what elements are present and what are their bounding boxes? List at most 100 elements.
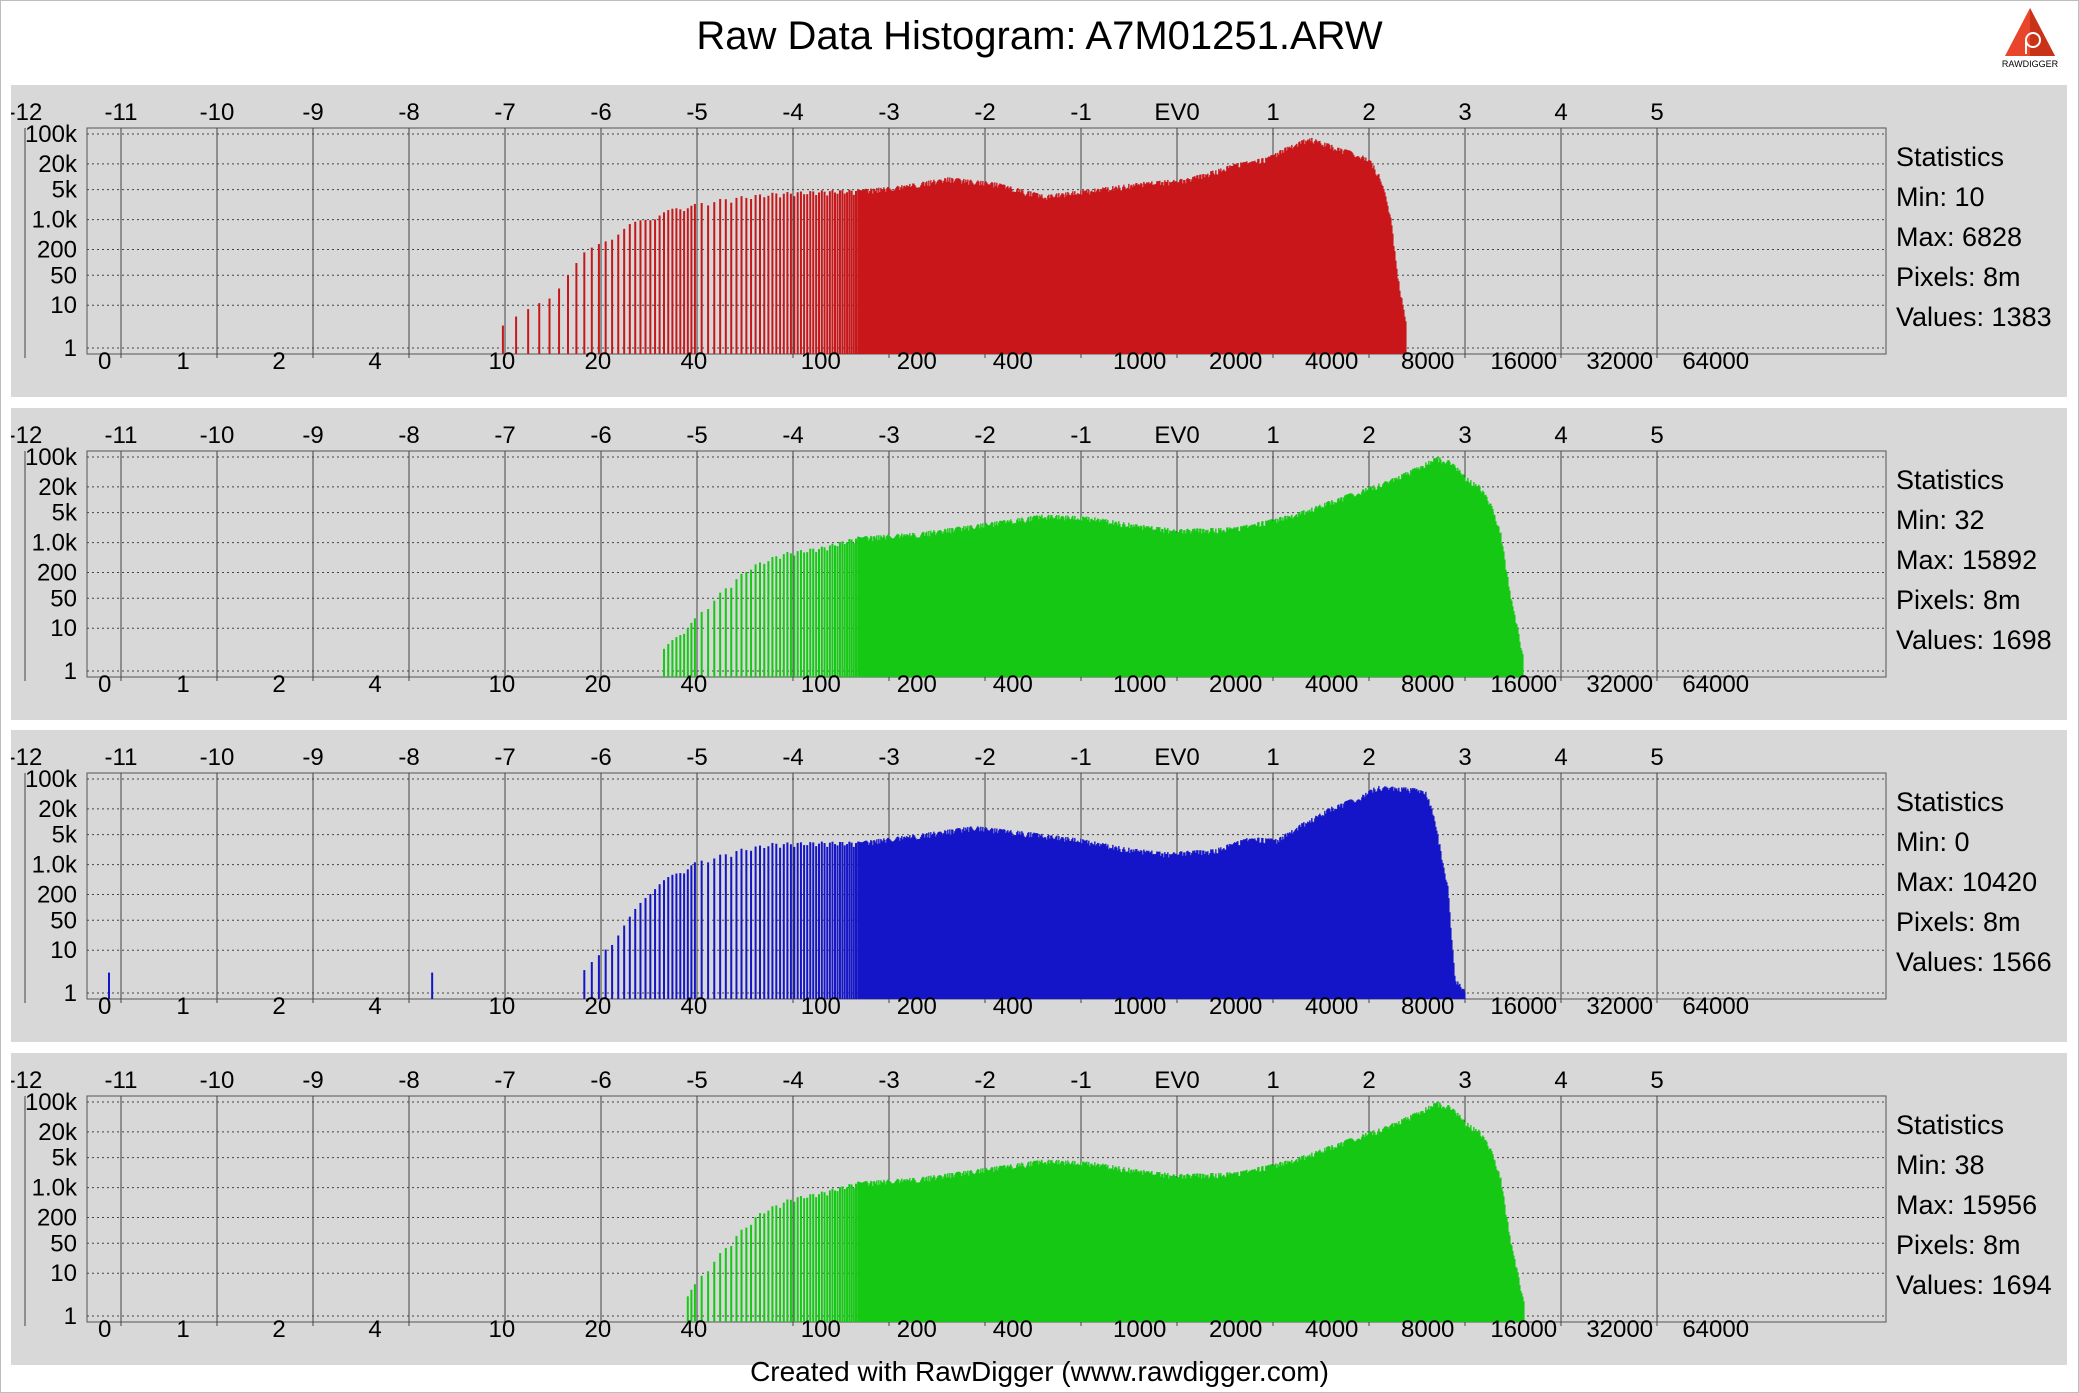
histogram-bar [1096,843,1098,999]
histogram-bar [1213,1176,1215,1322]
histogram-bar [940,831,942,999]
histogram-bar [949,177,951,354]
histogram-bar [686,869,689,999]
histogram-bar [1442,862,1444,999]
histogram-bar [1378,1128,1380,1322]
histogram-bar [988,525,990,677]
histogram-bar [1359,1139,1361,1322]
histogram-bar [1401,787,1403,999]
histogram-bar [1505,1214,1507,1322]
histogram-bar [1091,842,1093,999]
histogram-bar [932,532,934,677]
histogram-bar [1317,1152,1319,1322]
histogram-bar [1295,1159,1297,1322]
histogram-bar [1375,791,1377,999]
histogram-bar [1003,829,1005,999]
histogram-bar [1010,1164,1012,1322]
histogram-bar [902,1181,904,1322]
histogram-bar [1047,515,1049,677]
histogram-bar [1033,192,1035,354]
histogram-bar [1438,1107,1440,1322]
histogram-bar [1129,853,1131,999]
histogram-bar [1405,321,1407,354]
histogram-bar [815,846,818,999]
histogram-bar [1379,178,1381,354]
histogram-bar [1197,1173,1199,1322]
histogram-bar [1032,517,1034,677]
histogram-bar [1325,813,1327,999]
histogram-bar [1147,182,1149,354]
x-tick-label: 16000 [1490,671,1557,698]
histogram-bar [1316,140,1318,354]
histogram-bar [1054,838,1056,999]
histogram-bar [846,1187,849,1322]
histogram-bar [1374,487,1376,677]
histogram-bar [978,827,980,999]
histogram-bar [1000,829,1002,999]
histogram-bar [872,1186,874,1322]
histogram-bar [1071,193,1073,354]
histogram-bar [1128,183,1130,354]
histogram-bar [1128,1167,1130,1322]
histogram-bar [1236,163,1238,354]
histogram-bar [1048,514,1050,677]
histogram-bar [1198,854,1200,999]
histogram-bar [1390,1124,1392,1322]
x-tick-label: 10 [489,1316,516,1343]
histogram-bar [919,838,921,999]
histogram-bar [1191,179,1193,354]
histogram-bar [971,181,973,354]
histogram-bar [1379,1131,1381,1322]
histogram-bar [1322,1151,1324,1322]
histogram-bar [745,197,748,354]
histogram-bar [1029,1166,1031,1322]
histogram-bar [1107,519,1109,677]
histogram-bar [934,1176,936,1322]
histogram-bar [1173,852,1175,999]
histogram-bar [1256,841,1258,999]
histogram-bar [1352,1139,1354,1322]
histogram-bar [1191,852,1193,999]
histogram-bar [1174,181,1176,354]
histogram-bar [960,829,962,999]
histogram-bar [1464,477,1466,677]
histogram-svg: -12 -11 -10 -9 -8 -7 -6 -5 -4 -3 -2 -1 EV0 1 2 3 4 50 1 2 4 1… [11,1067,1887,1343]
histogram-bar [1496,524,1498,677]
histogram-bar [1289,1161,1291,1322]
histogram-bar [1035,193,1037,354]
histogram-bar [1271,154,1273,354]
histogram-bar [1333,810,1335,999]
histogram-bar [1168,857,1170,999]
histogram-bar [955,527,957,677]
histogram-bar [1265,157,1267,354]
histogram-bar [1247,1172,1249,1322]
histogram-bar [1116,1167,1118,1322]
x-tick-label: 1000 [1113,348,1166,375]
histogram-bar [897,1178,899,1322]
histogram-bar [1127,187,1129,354]
histogram-bar [1093,192,1095,354]
histogram-bar [1437,1101,1439,1322]
histogram-bar [1218,847,1220,999]
histogram-bar [1071,839,1073,999]
histogram-bar [789,553,792,677]
histogram-bar [1482,1135,1484,1322]
histogram-bar [1382,788,1384,999]
histogram-bar [965,526,967,677]
histogram-bar [1130,1169,1132,1322]
histogram-bar [1262,1166,1264,1322]
histogram-bar [831,190,834,354]
histogram-bar [730,587,733,677]
histogram-bar [1358,156,1360,354]
histogram-bar [1344,495,1346,677]
histogram-bar [767,1210,770,1322]
histogram-bar [848,841,851,999]
histogram-bar [925,532,927,677]
histogram-bar [907,1179,909,1322]
histogram-bar [567,275,569,354]
y-tick-label: 10 [50,937,77,964]
y-tick-label: 1.0k [32,207,78,234]
histogram-bar [1335,808,1337,999]
histogram-bar [1212,528,1214,677]
histogram-bar [1343,497,1345,677]
